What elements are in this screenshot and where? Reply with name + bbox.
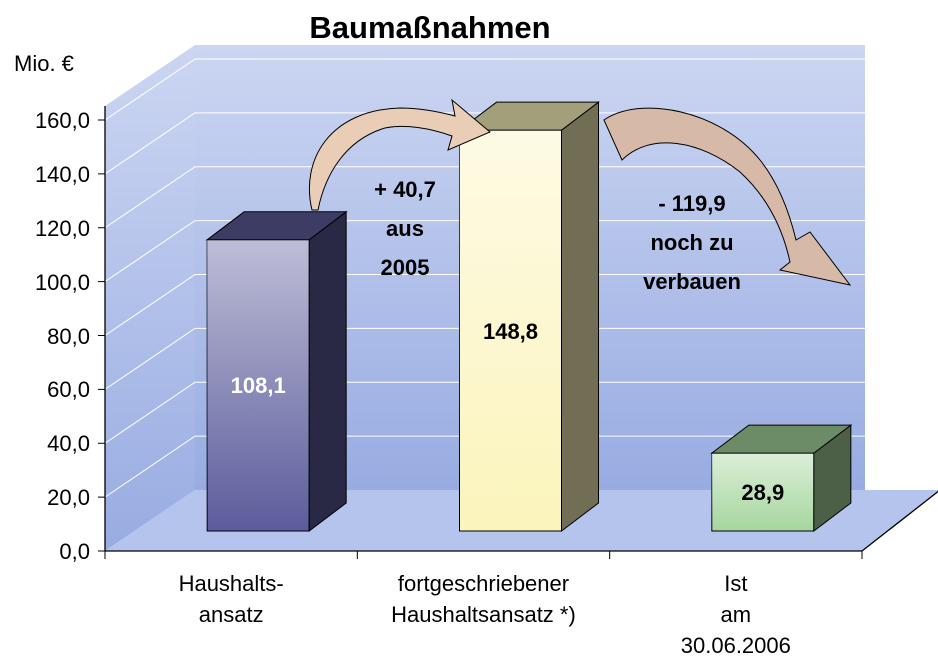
arrow-left (308, 98, 491, 211)
x-tick-label: Haushalts- ansatz (178, 571, 284, 627)
floor-edge (861, 490, 938, 552)
grid-line (104, 220, 865, 283)
annotation: - 119,9 noch zu verbauen (643, 191, 741, 294)
bar-shine (459, 130, 562, 532)
y-tick-label: 20,0 (47, 485, 90, 511)
y-tick-label: 60,0 (47, 377, 90, 403)
chart-title: Baumaßnahmen (309, 10, 551, 45)
bar-top-shade (459, 102, 599, 131)
y-tick-label: 100,0 (34, 269, 90, 295)
bar-shine (207, 239, 310, 532)
data-label: 148,8 (482, 318, 539, 344)
data-label: 28,9 (741, 480, 785, 506)
x-tick-label: Ist am 30.06.2006 (680, 571, 791, 658)
y-tick-label: 40,0 (47, 431, 90, 457)
bar-side-shade (561, 102, 599, 532)
grid-line (104, 327, 865, 390)
bar-side-shade (813, 425, 851, 531)
data-label: 108,1 (230, 373, 286, 399)
grid-line (104, 274, 865, 336)
y-tick-label: 80,0 (47, 323, 90, 349)
y-tick-label: 160,0 (34, 108, 90, 133)
y-axis-label: Mio. € (14, 51, 74, 76)
bar-side-shade (309, 211, 347, 532)
grid-line (104, 58, 865, 121)
annotation: + 40,7 aus 2005 (374, 177, 436, 280)
grid-line (104, 435, 865, 498)
y-tick-label: 140,0 (34, 161, 90, 187)
bar-top-shade (207, 211, 347, 240)
y-tick-label: 120,0 (34, 215, 90, 241)
side-wall (105, 45, 195, 551)
arrow-right (603, 107, 852, 286)
bar-top (205, 211, 348, 241)
y-tick-label: 0,0 (59, 539, 90, 564)
bar-top (458, 101, 600, 131)
grid-line (104, 166, 865, 229)
bar-top-shade (711, 425, 851, 454)
x-tick-label: fortgeschriebener Haushaltsansatz *) (391, 571, 576, 627)
bar-shine (711, 453, 814, 531)
bar-top (710, 424, 853, 454)
grid-line (104, 381, 865, 444)
